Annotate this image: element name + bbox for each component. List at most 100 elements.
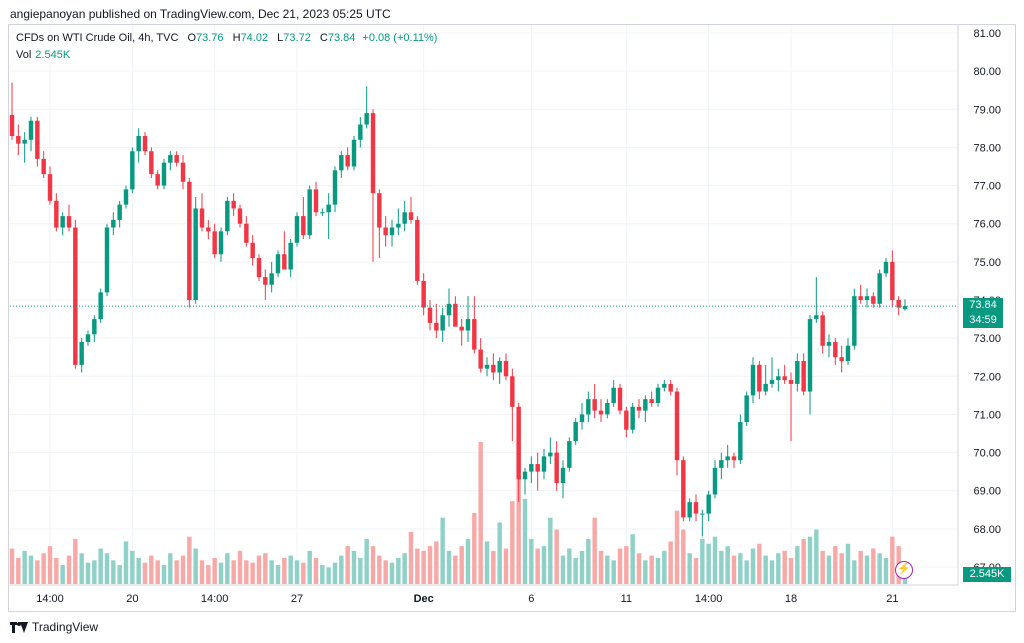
candle-body (845, 345, 851, 362)
candle-body (396, 223, 401, 228)
candle-body (706, 494, 711, 514)
volume-bar (687, 553, 692, 584)
candle-body (161, 162, 167, 186)
candle-body (199, 208, 205, 228)
candle-body (529, 464, 534, 472)
candle-body (814, 315, 819, 320)
volume-bar (35, 560, 40, 584)
candle-body (250, 242, 255, 259)
time-axis[interactable]: 14:00 20 14:00 27 Dec 6 11 14:00 18 21 (36, 593, 898, 605)
candle-body (212, 231, 217, 255)
volume-bar (136, 557, 141, 584)
volume-bar (491, 550, 496, 584)
volume-bar (92, 560, 97, 584)
lightning-icon[interactable]: ⚡ (895, 561, 913, 579)
volume-bar (415, 548, 420, 584)
candle-body (206, 227, 211, 232)
volume-bar (788, 557, 794, 584)
candle-body (345, 155, 350, 167)
candle-body (858, 296, 863, 300)
candle-body (320, 212, 325, 214)
volume-bar (700, 539, 705, 584)
candle-body (339, 155, 344, 171)
candle-body (35, 120, 40, 159)
candle-body (54, 200, 59, 228)
volume-bar (301, 562, 306, 584)
volume-bar (370, 546, 376, 584)
volume-bar (275, 565, 281, 584)
volume-bar (852, 560, 857, 584)
candle-body (624, 410, 629, 430)
candle-body (370, 113, 376, 194)
volume-bar (288, 555, 293, 584)
candle-body (47, 174, 53, 201)
candle-body (301, 216, 306, 236)
volume-bar (313, 557, 319, 584)
volume-bar (484, 541, 490, 584)
price-tick-label: 79.00 (973, 104, 1001, 116)
candle-body (130, 151, 135, 190)
volume-bar (529, 539, 534, 584)
volume-badge: 2.545K (963, 567, 1011, 582)
volume-bar (180, 555, 186, 584)
volume-bar (541, 546, 547, 584)
price-tick-label: 71.00 (973, 409, 1001, 421)
candle-body (111, 219, 116, 228)
candle-body (617, 387, 623, 411)
volume-bar (123, 541, 129, 584)
candle-body (478, 349, 483, 369)
candle-body (256, 258, 262, 278)
candle-body (776, 376, 781, 381)
volume-bar (326, 567, 331, 584)
last-price-badge: 73.84 (963, 298, 1003, 314)
volume-bar (307, 550, 312, 584)
grid-lines (10, 25, 959, 586)
candle-body (427, 307, 433, 323)
volume-bar (269, 560, 274, 584)
volume-bar (605, 555, 610, 584)
volume-bar (890, 536, 895, 584)
candle-body (408, 212, 414, 220)
volume-bar (503, 548, 509, 584)
candle-body (225, 200, 230, 232)
candle-body (282, 254, 287, 270)
volume-bar (22, 550, 27, 584)
candle-body (592, 399, 597, 411)
legend-low-value: 73.72 (283, 32, 311, 44)
candle-body (662, 383, 667, 388)
bar-countdown-badge: 34:59 (963, 313, 1003, 329)
volume-bar (662, 550, 667, 584)
candle-body (890, 261, 895, 300)
volume-bar (510, 501, 515, 584)
candle-body (294, 216, 300, 243)
volume-bar (320, 565, 325, 584)
volume-bar (725, 546, 730, 584)
time-tick-label: 14:00 (201, 593, 229, 605)
candle-body (313, 189, 319, 213)
volume-bar (339, 555, 344, 584)
price-tick-label: 77.00 (973, 181, 1001, 193)
tradingview-logo-icon (10, 621, 28, 633)
volume-bar (598, 550, 604, 584)
price-tick-label: 75.00 (973, 257, 1001, 269)
volume-bar (877, 553, 882, 584)
volume-bar (782, 550, 787, 584)
candle-body (174, 155, 179, 163)
candle-body (674, 391, 680, 461)
candle-body (275, 254, 281, 274)
candle-body (782, 376, 787, 381)
candle-body (440, 315, 445, 331)
legend-close-value: 73.84 (327, 32, 356, 44)
candle-body (389, 227, 395, 236)
price-tick-label: 78.00 (973, 142, 1001, 154)
volume-bar (592, 517, 597, 584)
volume-bar (79, 553, 84, 584)
legend-high-value: 74.02 (240, 32, 269, 44)
candle-body (731, 456, 737, 461)
volume-bar (142, 562, 148, 584)
volume-bar (345, 546, 350, 584)
candle-body (871, 296, 876, 304)
volume-bar (193, 548, 198, 584)
candle-body (636, 406, 642, 411)
